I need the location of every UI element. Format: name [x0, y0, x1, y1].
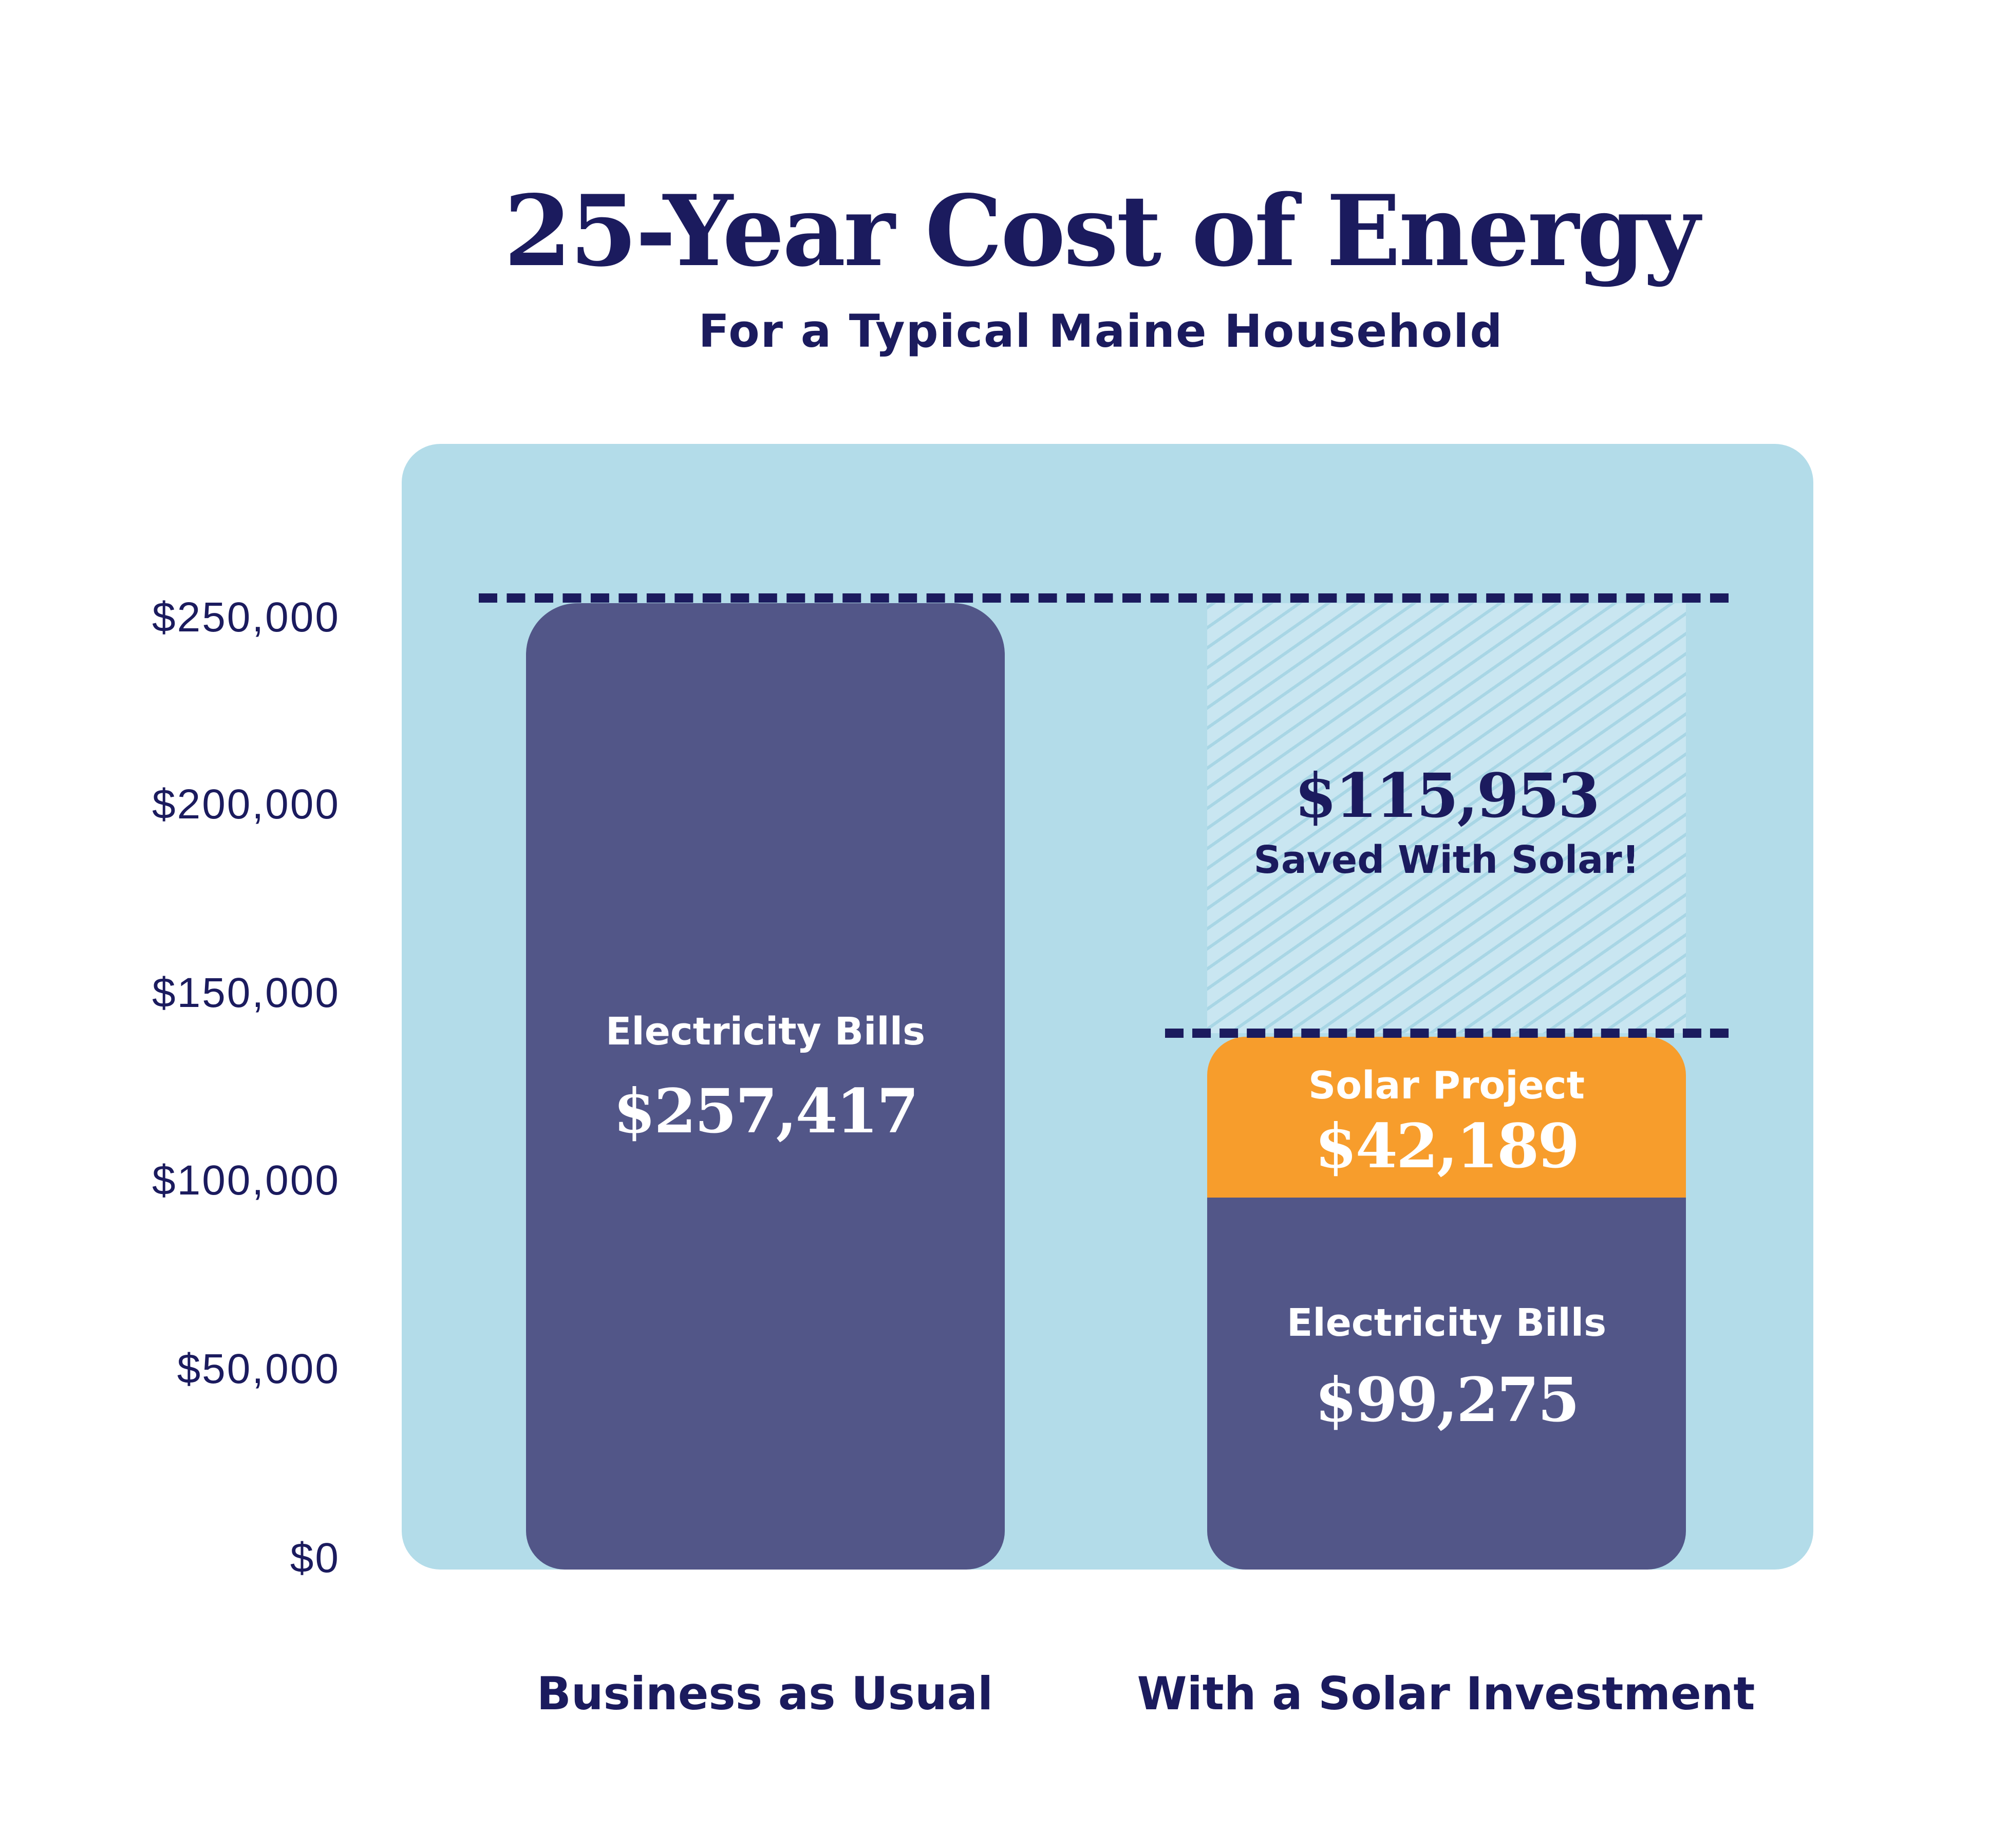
bar-right-bills-value: $99,275 [1315, 1364, 1580, 1435]
y-tick-50000: $50,000 [177, 1346, 340, 1392]
bar-segment-electricity-bills [1207, 1198, 1686, 1570]
bar-with-solar-investment [1207, 1037, 1686, 1570]
y-tick-250000: $250,000 [152, 594, 340, 641]
savings-value-label: $115,953 [1294, 760, 1600, 831]
y-tick-200000: $200,000 [152, 781, 340, 828]
bar-right-bills-label: Electricity Bills [1286, 1301, 1607, 1345]
x-label-business-as-usual: Business as Usual [536, 1667, 993, 1720]
y-tick-0: $0 [290, 1535, 340, 1581]
solar-segment-value: $42,189 [1315, 1110, 1580, 1182]
chart-title: 25-Year Cost of Energy [503, 174, 1700, 288]
solar-segment-label: Solar Project [1308, 1063, 1585, 1108]
bar-business-as-usual [526, 603, 1005, 1570]
chart-subtitle: For a Typical Maine Household [698, 305, 1504, 358]
savings-hatched-region [1207, 603, 1686, 1033]
savings-caption: Saved With Solar! [1253, 838, 1640, 882]
x-label-with-solar: With a Solar Investment [1137, 1667, 1755, 1720]
y-tick-150000: $150,000 [152, 969, 340, 1016]
reference-line-top [479, 593, 1729, 603]
bar-left-segment-label: Electricity Bills [605, 1010, 926, 1054]
reference-line-solar-total [1165, 1029, 1729, 1038]
bar-segment-solar-project [1207, 1037, 1686, 1198]
y-tick-100000: $100,000 [152, 1157, 340, 1204]
bar-left-value-label: $257,417 [613, 1075, 919, 1147]
